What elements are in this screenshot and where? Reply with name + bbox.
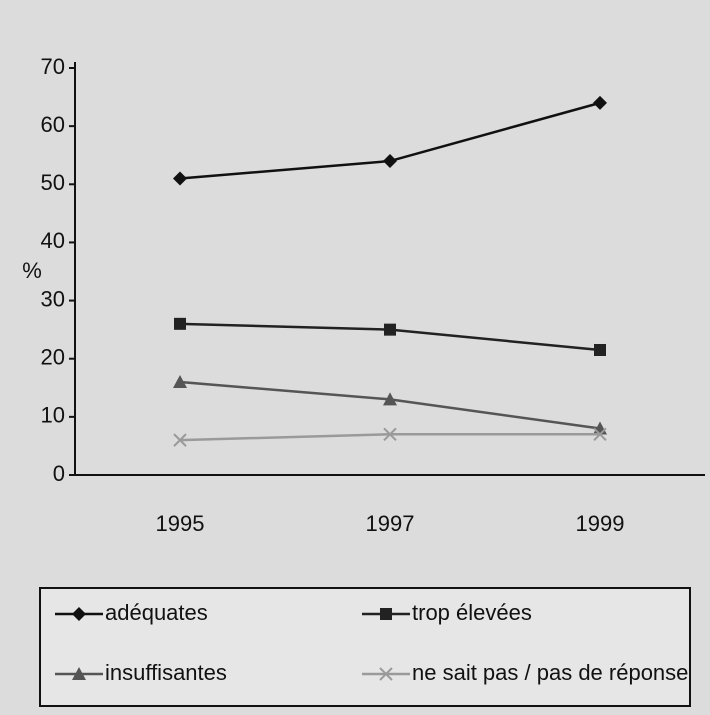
y-tick-label: 70 — [41, 54, 65, 79]
legend-label: adéquates — [105, 600, 208, 625]
marker — [383, 392, 397, 406]
marker — [383, 154, 397, 169]
marker — [173, 374, 187, 388]
legend-label: insuffisantes — [105, 660, 227, 685]
y-tick-label: 20 — [41, 345, 65, 370]
y-tick-label: 30 — [41, 286, 65, 311]
marker — [383, 427, 397, 442]
legend-box — [39, 587, 691, 707]
marker — [594, 343, 606, 356]
marker — [173, 433, 187, 447]
legend-marker — [380, 608, 392, 620]
y-tick-label: 0 — [53, 461, 65, 486]
marker — [173, 171, 187, 186]
marker — [593, 427, 607, 442]
x-tick-label: 1995 — [156, 511, 205, 536]
legend-marker — [72, 667, 86, 680]
marker — [384, 323, 396, 336]
y-axis-label: % — [22, 258, 42, 283]
y-tick-label: 40 — [41, 228, 65, 253]
marker — [174, 317, 186, 330]
y-tick-label: 10 — [41, 403, 65, 428]
y-tick-label: 60 — [41, 112, 65, 137]
x-tick-label: 1999 — [576, 511, 625, 536]
marker — [593, 95, 607, 110]
legend-label: ne sait pas / pas de réponse — [412, 660, 688, 685]
legend-marker — [72, 607, 86, 621]
x-tick-label: 1997 — [366, 511, 415, 536]
legend-label: trop élevées — [412, 600, 532, 625]
y-tick-label: 50 — [41, 170, 65, 195]
legend-marker — [379, 667, 393, 681]
